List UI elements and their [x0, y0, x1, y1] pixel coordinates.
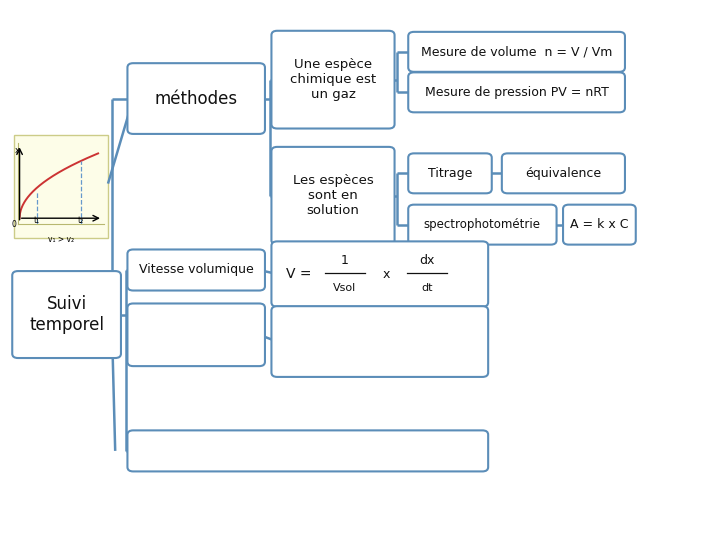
FancyBboxPatch shape [408, 153, 492, 193]
Text: dt: dt [421, 282, 433, 293]
Text: 0: 0 [12, 220, 17, 230]
FancyBboxPatch shape [14, 135, 108, 238]
FancyBboxPatch shape [127, 430, 488, 471]
FancyBboxPatch shape [408, 72, 625, 112]
Text: Une espèce
chimique est
un gaz: Une espèce chimique est un gaz [290, 58, 376, 101]
FancyBboxPatch shape [127, 63, 265, 134]
Text: 1: 1 [341, 254, 349, 267]
FancyBboxPatch shape [408, 205, 557, 245]
FancyBboxPatch shape [127, 249, 265, 291]
FancyBboxPatch shape [271, 241, 488, 307]
Text: méthodes: méthodes [155, 90, 238, 107]
Text: Vitesse volumique: Vitesse volumique [139, 264, 253, 276]
Text: V =: V = [286, 267, 315, 281]
Text: A = k x C: A = k x C [570, 218, 629, 231]
Text: spectrophotométrie: spectrophotométrie [424, 218, 541, 231]
Text: t₂: t₂ [78, 215, 84, 225]
FancyBboxPatch shape [12, 271, 121, 358]
Text: Titrage: Titrage [428, 167, 472, 180]
Text: x: x [382, 267, 390, 281]
FancyBboxPatch shape [408, 32, 625, 72]
Text: Suivi
temporel: Suivi temporel [29, 295, 104, 334]
Text: Les espèces
sont en
solution: Les espèces sont en solution [292, 174, 374, 217]
FancyBboxPatch shape [271, 147, 395, 245]
Text: Mesure de volume  n = V / Vm: Mesure de volume n = V / Vm [421, 45, 612, 58]
FancyBboxPatch shape [127, 303, 265, 366]
Text: dx: dx [419, 254, 435, 267]
Text: t₁: t₁ [34, 215, 40, 225]
Text: Vsol: Vsol [333, 282, 356, 293]
FancyBboxPatch shape [271, 306, 488, 377]
FancyBboxPatch shape [502, 153, 625, 193]
Text: x: x [14, 146, 19, 154]
Text: v₁ > v₂: v₁ > v₂ [48, 235, 74, 244]
FancyBboxPatch shape [271, 31, 395, 129]
Text: équivalence: équivalence [526, 167, 601, 180]
Text: Mesure de pression PV = nRT: Mesure de pression PV = nRT [425, 86, 608, 99]
FancyBboxPatch shape [563, 205, 636, 245]
